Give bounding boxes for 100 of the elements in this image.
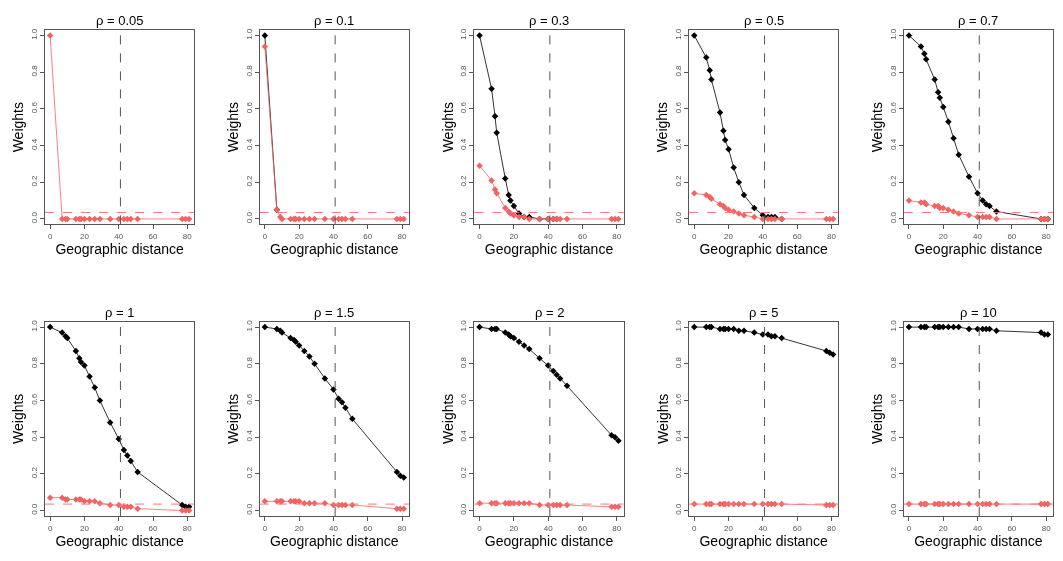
x-tick-label: 20: [79, 232, 90, 241]
y-tick-label: 0.0: [29, 211, 39, 224]
y-axis-title: Weights: [10, 393, 27, 444]
y-axis-title: Weights: [10, 102, 27, 153]
y-tick-label: 0.0: [673, 211, 683, 224]
chart-title: ρ = 0.05: [96, 13, 144, 28]
x-tick-label: 80: [397, 523, 408, 533]
y-tick-label: 0.4: [244, 138, 254, 150]
y-tick-label: 1.0: [29, 319, 39, 332]
x-tick-label: 80: [826, 232, 837, 241]
y-tick-label: 0.6: [459, 101, 469, 114]
y-tick-label: 0.8: [673, 356, 683, 369]
y-tick-label: 1.0: [244, 319, 254, 332]
x-tick-label: 60: [577, 523, 588, 533]
y-tick-label: 0.2: [673, 466, 683, 479]
y-tick-label: 0.2: [29, 466, 39, 479]
y-tick-label: 0.4: [673, 429, 683, 442]
x-tick-label: 80: [397, 232, 408, 241]
chart-title: ρ = 0.7: [958, 13, 999, 28]
x-tick-label: 0: [906, 523, 912, 533]
x-axis-title: Geographic distance: [699, 532, 829, 549]
y-tick-label: 0.0: [244, 503, 254, 515]
x-tick-label: 20: [294, 523, 305, 533]
y-tick-label: 0.2: [459, 174, 469, 187]
x-tick-label: 60: [363, 232, 373, 241]
x-tick-label: 40: [543, 232, 554, 241]
y-tick-label: 0.2: [459, 466, 469, 479]
x-axis-title: Geographic distance: [914, 532, 1043, 549]
x-tick-label: 60: [1007, 232, 1017, 241]
y-tick-label: 1.0: [888, 319, 898, 332]
y-tick-label: 0.8: [29, 356, 39, 369]
x-tick-label: 80: [1041, 232, 1052, 241]
x-tick-label: 80: [1041, 523, 1052, 533]
y-tick-label: 0.8: [888, 64, 898, 77]
x-tick-label: 40: [114, 523, 124, 533]
y-tick-label: 0.6: [673, 101, 683, 114]
x-axis-title: Geographic distance: [484, 532, 614, 549]
x-tick-label: 40: [758, 232, 768, 241]
y-tick-label: 0.4: [29, 429, 39, 442]
x-tick-label: 40: [973, 523, 983, 533]
y-tick-label: 0.6: [29, 393, 39, 405]
y-tick-label: 0.0: [673, 503, 683, 515]
x-axis-title: Geographic distance: [55, 241, 185, 258]
y-tick-label: 0.8: [244, 64, 254, 77]
y-axis-title: Weights: [654, 393, 671, 444]
y-tick-label: 0.8: [673, 64, 683, 77]
x-axis-title: Geographic distance: [55, 532, 185, 549]
x-tick-label: 80: [612, 232, 622, 241]
x-tick-label: 20: [79, 523, 90, 533]
y-tick-label: 0.0: [29, 503, 39, 515]
x-axis-title: Geographic distance: [484, 241, 614, 258]
x-tick-label: 40: [973, 232, 983, 241]
y-tick-label: 0.6: [244, 101, 254, 114]
y-tick-label: 0.0: [459, 503, 469, 515]
y-tick-label: 0.2: [29, 174, 39, 187]
y-tick-label: 0.8: [888, 356, 898, 369]
y-axis-title: Weights: [654, 102, 671, 153]
x-tick-label: 40: [543, 523, 554, 533]
y-axis-title: Weights: [439, 102, 456, 153]
x-tick-label: 20: [938, 232, 949, 241]
y-tick-label: 0.4: [888, 429, 898, 442]
x-tick-label: 20: [509, 523, 519, 533]
y-tick-label: 0.8: [459, 356, 469, 369]
y-tick-label: 0.2: [244, 466, 254, 479]
y-tick-label: 1.0: [244, 28, 254, 40]
y-tick-label: 0.2: [888, 466, 898, 479]
x-tick-label: 80: [826, 523, 837, 533]
y-tick-label: 0.6: [29, 101, 39, 114]
y-tick-label: 0.8: [459, 64, 469, 77]
y-tick-label: 0.0: [888, 211, 898, 224]
y-axis-title: Weights: [869, 393, 886, 444]
y-axis-title: Weights: [439, 393, 456, 444]
chart-title: ρ = 2: [535, 305, 565, 320]
x-tick-label: 60: [792, 523, 803, 533]
chart-title: ρ = 0.5: [744, 13, 785, 28]
y-tick-label: 0.2: [888, 174, 898, 187]
chart-title: ρ = 1.5: [314, 305, 355, 320]
x-tick-label: 0: [262, 232, 268, 241]
y-tick-label: 1.0: [673, 319, 683, 332]
x-tick-label: 60: [1007, 523, 1017, 533]
x-tick-label: 60: [577, 232, 588, 241]
y-tick-label: 1.0: [459, 319, 469, 332]
x-tick-label: 20: [938, 523, 949, 533]
x-tick-label: 20: [294, 232, 305, 241]
x-tick-label: 80: [182, 232, 193, 241]
x-tick-label: 20: [724, 232, 734, 241]
x-axis-title: Geographic distance: [270, 532, 399, 549]
y-tick-label: 0.6: [459, 393, 469, 405]
y-axis-title: Weights: [225, 393, 242, 444]
x-tick-label: 40: [328, 232, 339, 241]
y-tick-label: 1.0: [673, 28, 683, 40]
y-tick-label: 0.4: [673, 138, 683, 150]
y-tick-label: 1.0: [888, 28, 898, 40]
y-tick-label: 0.0: [459, 211, 469, 224]
y-tick-label: 0.0: [888, 503, 898, 515]
x-axis-title: Geographic distance: [914, 241, 1043, 258]
y-axis-title: Weights: [869, 102, 886, 153]
y-tick-label: 0.0: [244, 211, 254, 224]
x-tick-label: 60: [792, 232, 803, 241]
x-tick-label: 40: [328, 523, 339, 533]
